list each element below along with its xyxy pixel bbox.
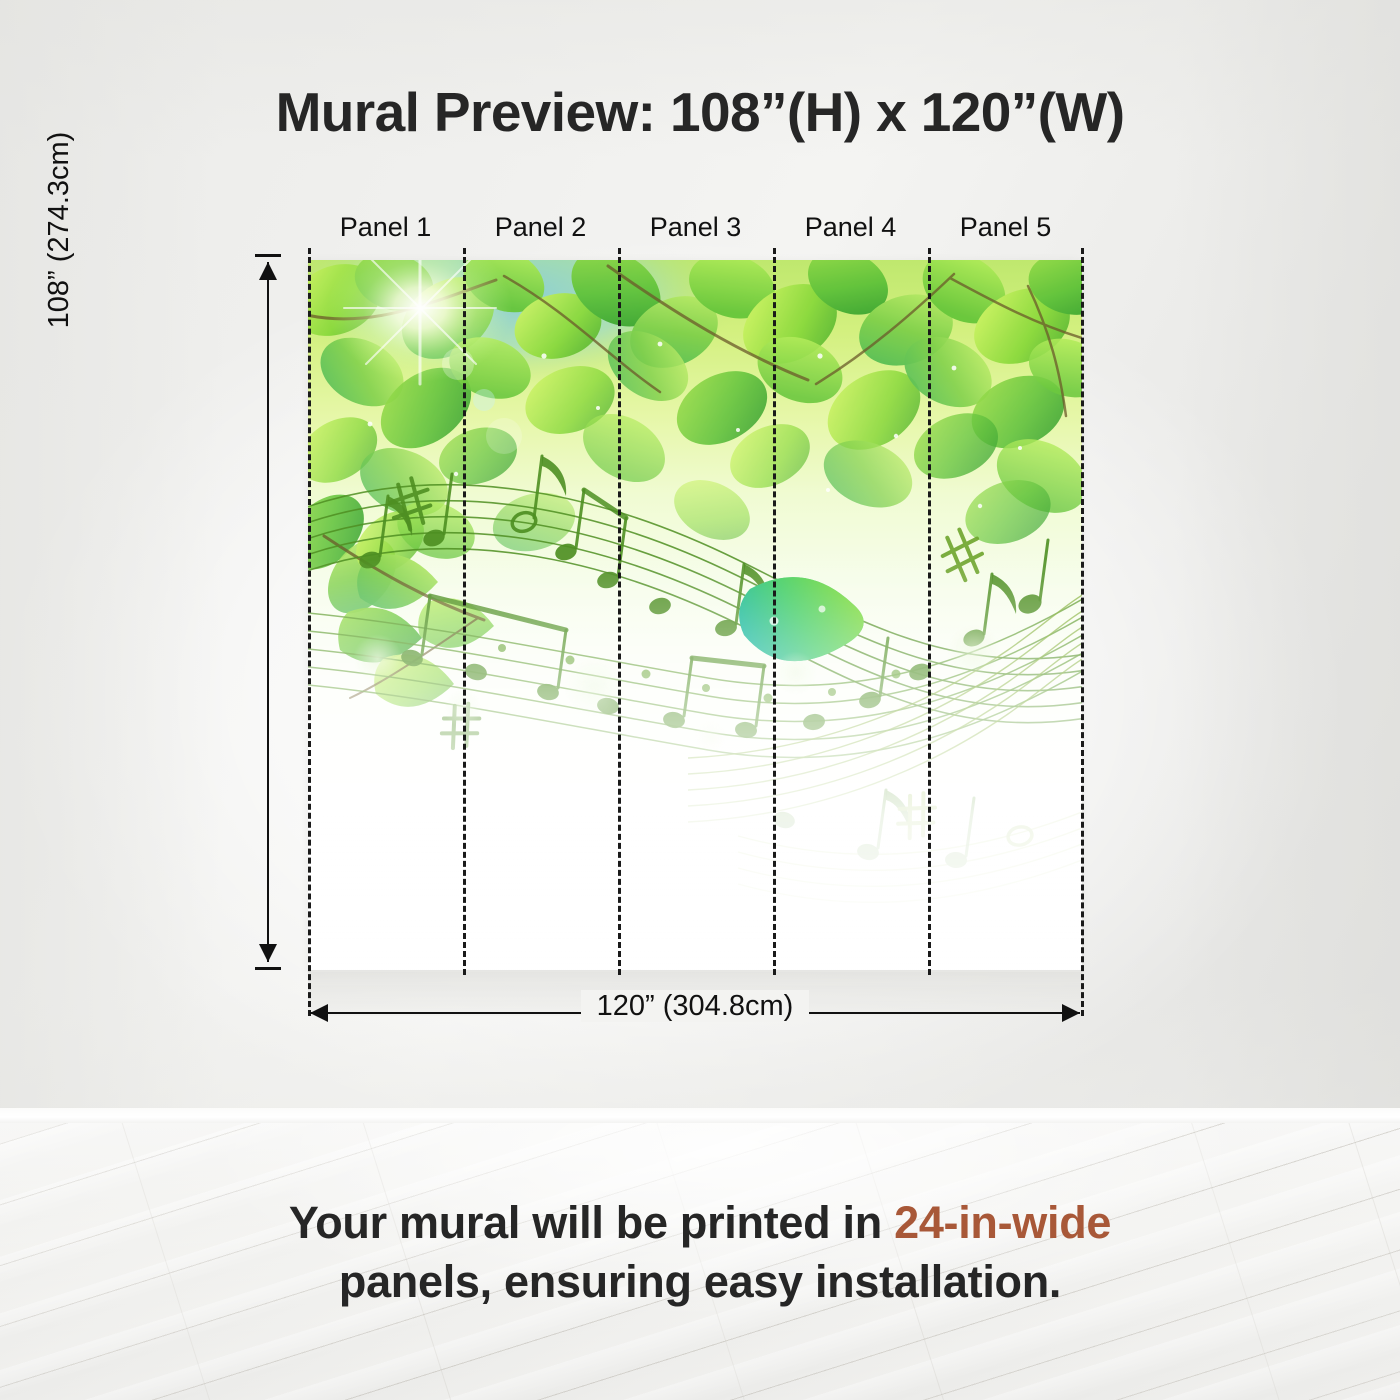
panel-label-5: Panel 5	[959, 212, 1052, 242]
height-dimension-label: 108” (274.3cm)	[43, 40, 76, 420]
mural-image	[308, 260, 1082, 972]
width-arrow-left-icon	[310, 1004, 328, 1022]
caption-line-2: panels, ensuring easy installation.	[338, 1256, 1062, 1308]
height-arrow-down-icon	[259, 944, 277, 962]
height-tick-bottom	[255, 967, 281, 970]
caption-text-before: Your mural will be printed in	[288, 1197, 895, 1248]
height-dimension-text: 108” (274.3cm)	[43, 131, 75, 329]
caption-line-1: Your mural will be printed in 24-in-wide	[0, 1193, 1400, 1252]
page-title: Mural Preview: 108”(H) x 120”(W)	[275, 81, 1125, 143]
panel-label-2: Panel 2	[494, 212, 587, 242]
height-tick-top	[255, 254, 281, 257]
fade-wash	[308, 260, 1082, 972]
panel-divider-2	[618, 248, 621, 975]
height-arrow-up-icon	[259, 262, 277, 280]
panel-label-1: Panel 1	[339, 212, 432, 242]
height-dimension-line	[255, 254, 281, 970]
panel-divider-3	[773, 248, 776, 975]
panel-label-4: Panel 4	[804, 212, 897, 242]
panel-divider-4	[928, 248, 931, 975]
caption-accent-text: 24-in-wide	[894, 1197, 1112, 1248]
width-dimension-line: 120” (304.8cm)	[310, 990, 1080, 1022]
caption: Your mural will be printed in 24-in-wide…	[0, 1193, 1400, 1312]
panel-label-3: Panel 3	[649, 212, 742, 242]
width-dimension-label: 120” (304.8cm)	[310, 990, 1080, 1023]
panel-divider-1	[463, 248, 466, 975]
mural-artwork	[308, 260, 1082, 972]
width-dimension-text: 120” (304.8cm)	[580, 990, 810, 1022]
baseboard	[0, 1108, 1400, 1124]
mural-left-edge	[308, 248, 311, 1016]
width-arrow-right-icon	[1062, 1004, 1080, 1022]
mural-right-edge	[1081, 248, 1084, 1016]
